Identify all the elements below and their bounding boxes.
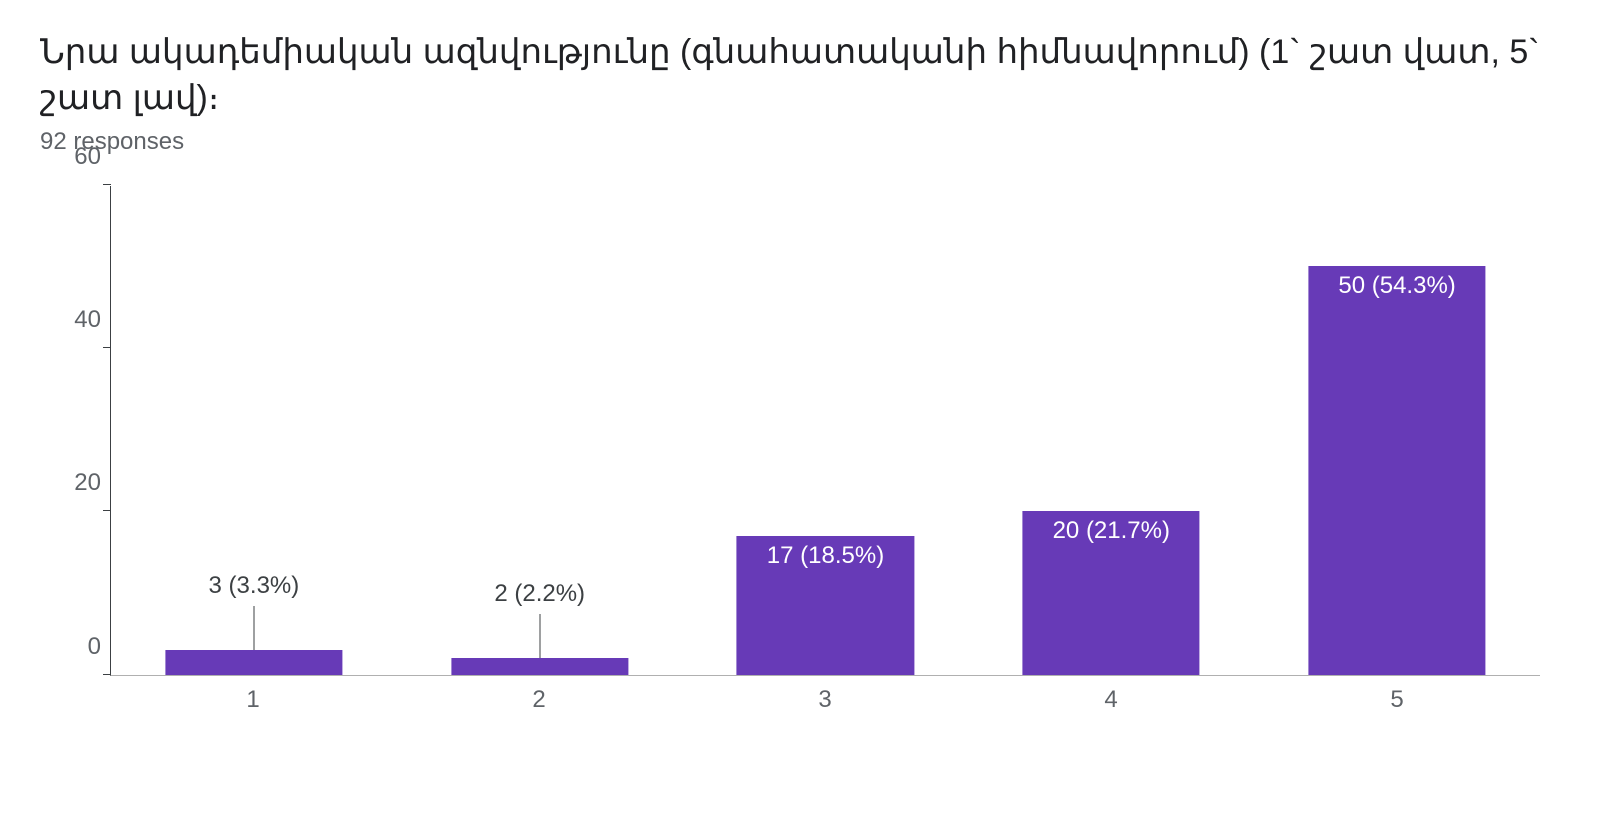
label-leader-line [253, 606, 254, 650]
bar-slot: 50 (54.3%) [1254, 186, 1540, 675]
bar-slot: 20 (21.7%) [968, 186, 1254, 675]
bar-value-label: 50 (54.3%) [1338, 272, 1455, 300]
x-axis-labels: 12345 [110, 686, 1540, 714]
y-tick-label: 40 [51, 306, 101, 334]
y-tick-label: 20 [51, 469, 101, 497]
y-tick-label: 60 [51, 143, 101, 171]
x-tick-label: 3 [682, 686, 968, 714]
chart-container: Նրա ակադեմիական ազնվությունը (գնահատական… [0, 0, 1600, 734]
y-tick-mark [103, 184, 111, 185]
bar [451, 658, 628, 674]
x-tick-label: 4 [968, 686, 1254, 714]
bar-slot: 3 (3.3%) [111, 186, 397, 675]
chart-subtitle: 92 responses [40, 128, 1560, 156]
bar-value-label: 2 (2.2%) [494, 580, 585, 608]
x-tick-label: 1 [110, 686, 396, 714]
bars-group: 3 (3.3%) 2 (2.2%) 17 (18.5%) 20 (21.7%) 50 (… [111, 186, 1540, 675]
bar-value-label: 17 (18.5%) [767, 542, 884, 570]
bar-value-label: 20 (21.7%) [1053, 517, 1170, 545]
bar-slot: 2 (2.2%) [397, 186, 683, 675]
label-leader-line [539, 614, 540, 658]
bar [1308, 266, 1485, 674]
x-tick-label: 2 [396, 686, 682, 714]
y-tick-mark [103, 510, 111, 511]
y-tick-mark [103, 674, 111, 675]
x-tick-label: 5 [1254, 686, 1540, 714]
chart-area: 3 (3.3%) 2 (2.2%) 17 (18.5%) 20 (21.7%) 50 (… [110, 186, 1540, 714]
bar [165, 650, 342, 675]
bar-slot: 17 (18.5%) [683, 186, 969, 675]
chart-title: Նրա ակադեմիական ազնվությունը (գնահատական… [40, 30, 1560, 122]
plot-area: 3 (3.3%) 2 (2.2%) 17 (18.5%) 20 (21.7%) 50 (… [110, 186, 1540, 676]
y-tick-mark [103, 347, 111, 348]
y-tick-label: 0 [51, 633, 101, 661]
bar-value-label: 3 (3.3%) [209, 572, 300, 600]
